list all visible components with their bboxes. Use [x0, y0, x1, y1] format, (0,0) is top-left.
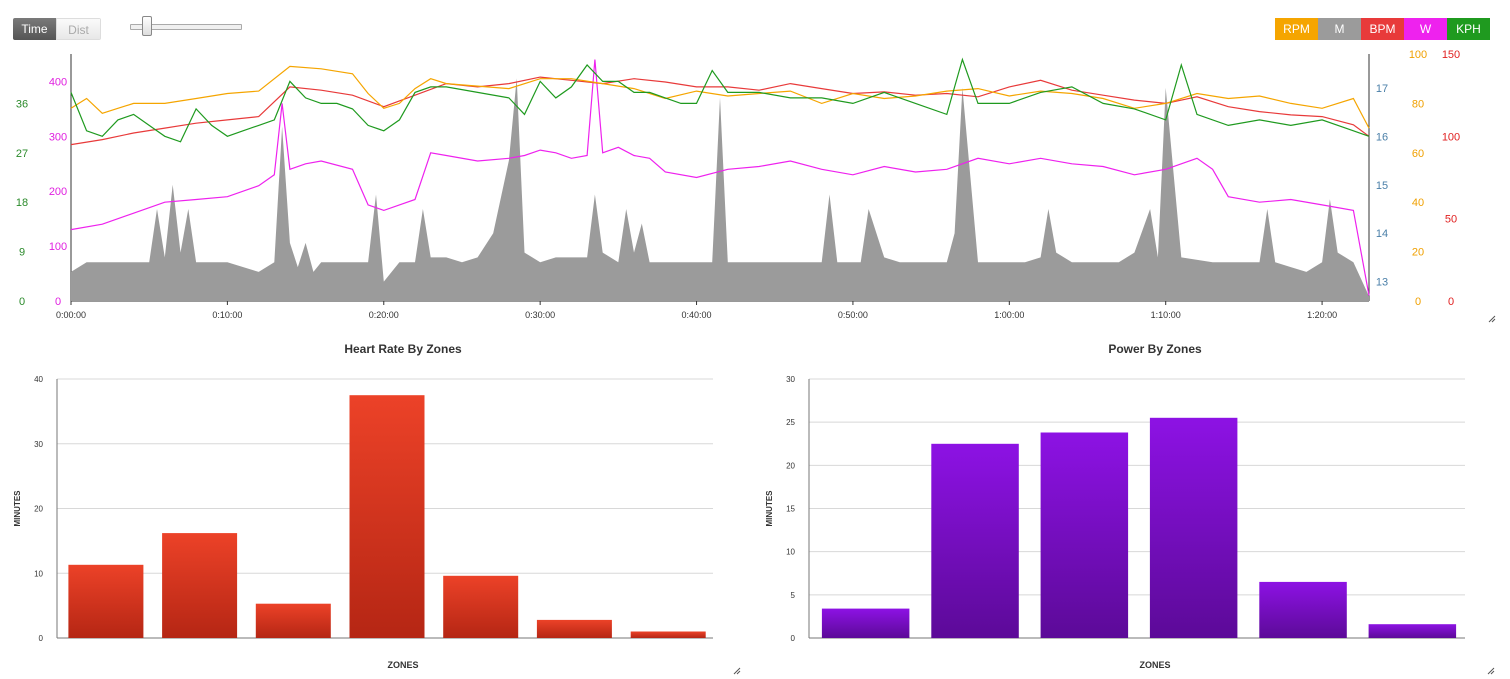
x-tick-label: 0:20:00	[369, 310, 399, 320]
hr-y-tick-label: 10	[34, 569, 43, 578]
series-w-line	[70, 59, 1370, 296]
bpm-axis-label: 100	[1442, 131, 1460, 143]
pw-bar	[1368, 624, 1457, 638]
resize-handle-hr[interactable]	[733, 667, 741, 675]
kph-axis-label: 36	[16, 98, 28, 110]
hr-y-tick-label: 30	[34, 440, 43, 449]
hr-y-tick-label: 20	[34, 505, 43, 514]
m-axis-label: 17	[1376, 83, 1388, 95]
m-axis-label: 13	[1376, 277, 1388, 289]
kph-axis-label: 18	[16, 197, 28, 209]
legend-rpm-button[interactable]: RPM	[1275, 18, 1318, 40]
x-tick-label: 0:00:00	[56, 310, 86, 320]
ride-data-chart: 0:00:00 0:10:00 0:20:00 0:30:00 0:40:00 0:50:…	[16, 49, 1460, 320]
hr-y-tick-label: 40	[34, 375, 43, 384]
w-axis-label: 300	[49, 131, 67, 143]
dist-button[interactable]: Dist	[56, 18, 101, 40]
pw-y-tick-label: 10	[786, 548, 795, 557]
hr-bar	[162, 533, 238, 638]
pw-y-tick-label: 5	[791, 591, 796, 600]
series-m-area	[71, 78, 1369, 301]
rpm-axis-label: 20	[1412, 247, 1424, 259]
bpm-axis-label: 0	[1448, 296, 1454, 308]
m-axis-label: 15	[1376, 180, 1388, 192]
m-axis-label: 16	[1376, 131, 1388, 143]
hr-x-label: ZONES	[387, 660, 418, 670]
hr-title: Heart Rate By Zones	[344, 342, 462, 356]
hr-bar	[536, 619, 612, 638]
pw-bar	[1040, 432, 1129, 638]
zoom-slider[interactable]	[130, 16, 242, 38]
kph-axis-label: 27	[16, 148, 28, 160]
hr-bar	[630, 631, 706, 638]
m-axis-label: 14	[1376, 228, 1388, 240]
hr-bar	[68, 564, 144, 638]
rpm-axis-label: 40	[1412, 197, 1424, 209]
series-legend: RPM M BPM W KPH	[1275, 18, 1490, 40]
rpm-axis-label: 80	[1412, 98, 1424, 110]
pw-y-tick-label: 15	[786, 505, 795, 514]
time-dist-toggle: Time Dist	[13, 18, 101, 40]
x-tick-label: 1:20:00	[1307, 310, 1337, 320]
rpm-axis-label: 0	[1415, 296, 1421, 308]
slider-thumb[interactable]	[142, 16, 152, 36]
hr-bar	[349, 395, 425, 638]
slider-track	[130, 24, 242, 30]
pw-y-tick-label: 30	[786, 375, 795, 384]
w-axis-label: 100	[49, 241, 67, 253]
x-tick-label: 0:50:00	[838, 310, 868, 320]
rpm-axis-label: 100	[1409, 49, 1427, 61]
hr-y-tick-label: 0	[39, 634, 44, 643]
pw-y-tick-label: 20	[786, 461, 795, 470]
hr-bar	[255, 603, 331, 638]
w-axis-label: 400	[49, 76, 67, 88]
pw-y-tick-label: 0	[791, 634, 796, 643]
series-kph-line	[70, 57, 1370, 143]
pw-bar	[821, 608, 910, 638]
hr-bar	[443, 575, 519, 638]
resize-handle-main[interactable]	[1488, 315, 1496, 323]
x-tick-label: 1:00:00	[994, 310, 1024, 320]
x-tick-label: 0:30:00	[525, 310, 555, 320]
pw-y-tick-label: 25	[786, 418, 795, 427]
w-axis-label: 0	[55, 296, 61, 308]
pw-bar	[1149, 417, 1238, 638]
resize-handle-power[interactable]	[1487, 667, 1495, 675]
series-rpm-line	[70, 65, 1370, 129]
time-button[interactable]: Time	[13, 18, 56, 40]
pw-bar	[931, 443, 1019, 639]
x-tick-label: 1:10:00	[1151, 310, 1181, 320]
pw-title: Power By Zones	[1108, 342, 1202, 356]
rpm-axis-label: 60	[1412, 148, 1424, 160]
power-zones-chart: Power By Zones 0 5 10 15 20 25 30 ZONES MINUTES	[765, 342, 1465, 670]
legend-kph-button[interactable]: KPH	[1447, 18, 1490, 40]
heart-rate-zones-chart: Heart Rate By Zones 0 10 20 30 40 ZONES MINUTES	[13, 342, 713, 670]
pw-x-label: ZONES	[1139, 660, 1170, 670]
kph-axis-label: 9	[19, 247, 25, 259]
hr-y-label: MINUTES	[13, 490, 22, 527]
bpm-axis-label: 50	[1445, 214, 1457, 226]
legend-m-button[interactable]: M	[1318, 18, 1361, 40]
pw-bar	[1259, 581, 1347, 638]
legend-w-button[interactable]: W	[1404, 18, 1447, 40]
bpm-axis-label: 150	[1442, 49, 1460, 61]
w-axis-label: 200	[49, 186, 67, 198]
kph-axis-label: 0	[19, 296, 25, 308]
legend-bpm-button[interactable]: BPM	[1361, 18, 1404, 40]
x-tick-label: 0:40:00	[682, 310, 712, 320]
x-tick-label: 0:10:00	[212, 310, 242, 320]
pw-y-label: MINUTES	[765, 490, 774, 527]
